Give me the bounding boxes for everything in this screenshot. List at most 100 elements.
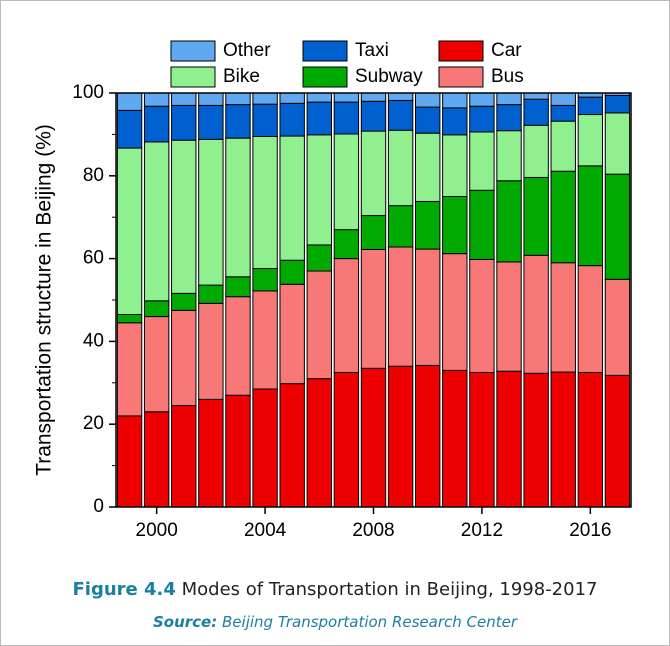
bar-segment — [171, 292, 197, 311]
bar-segment — [171, 104, 197, 141]
bar-segment — [360, 130, 387, 217]
bar-segment — [577, 96, 604, 116]
y-tick-label: 40 — [83, 330, 104, 351]
legend-swatch — [438, 40, 484, 62]
bar-segment — [469, 189, 495, 260]
x-tick-label: 2000 — [136, 520, 178, 541]
bar-segment — [604, 173, 631, 280]
bar-segment — [415, 106, 441, 134]
y-tick-label: 0 — [93, 496, 104, 517]
bar-segment — [143, 105, 170, 143]
bar-segment — [442, 196, 468, 255]
bar-segment — [550, 170, 576, 264]
bar-segment — [523, 372, 549, 508]
bar-segment — [252, 290, 278, 390]
legend-label: Bus — [491, 66, 524, 87]
bar-segment — [523, 98, 549, 126]
caption: Figure 4.4 Modes of Transportation in Be… — [1, 579, 669, 600]
bar-segment — [252, 388, 278, 508]
legend-label: Other — [223, 40, 271, 61]
bar-segment — [577, 114, 604, 167]
bar-segment — [279, 383, 305, 508]
bar-segment — [550, 262, 576, 373]
bar-segment — [333, 258, 360, 373]
bar-segment — [415, 200, 441, 250]
bar-segment — [198, 302, 224, 400]
bar-segment — [360, 100, 387, 132]
bar-segment — [469, 105, 495, 133]
bar-segment — [415, 92, 441, 108]
x-tick-label: 2012 — [461, 520, 503, 541]
bar-segment — [415, 132, 441, 202]
legend-label: Car — [491, 40, 522, 61]
bar-segment — [225, 92, 251, 106]
bar-segment — [415, 248, 441, 366]
bar-segment — [306, 244, 332, 272]
bar-segment — [225, 276, 251, 298]
source-label: Source: — [152, 613, 218, 631]
y-tick-label: 60 — [83, 248, 104, 269]
bar-segment — [143, 92, 170, 107]
x-tick-label: 2008 — [352, 520, 394, 541]
bar-segment — [116, 322, 143, 417]
bar-segment — [496, 180, 522, 263]
bar-segment — [523, 124, 549, 178]
legend-swatch — [438, 66, 484, 88]
bar-segment — [442, 134, 468, 197]
bar-segment — [387, 99, 414, 131]
bar-segment — [198, 104, 224, 140]
bar-segment — [333, 371, 360, 508]
bar-segment — [306, 270, 332, 380]
bar-segment — [306, 101, 332, 136]
bar-segment — [306, 378, 332, 508]
x-tick-label: 2004 — [244, 520, 287, 541]
bar-segment — [225, 394, 251, 508]
bar-segment — [116, 147, 143, 315]
bar-segment — [252, 268, 278, 292]
bar-segment — [577, 371, 604, 508]
caption-text: Modes of Transportation in Beijing, 1998… — [181, 579, 598, 600]
bar-segment — [442, 92, 468, 109]
bar-segment — [496, 261, 522, 372]
legend-swatch — [170, 66, 216, 88]
bar-segment — [225, 137, 251, 278]
legend-label: Subway — [355, 66, 423, 87]
bar-segment — [143, 141, 170, 302]
bar-segment — [198, 284, 224, 304]
bar-segment — [252, 92, 278, 105]
legend-swatch — [302, 40, 348, 62]
bar-segment — [496, 92, 522, 106]
bar-segment — [469, 371, 495, 508]
bar-segment — [387, 246, 414, 367]
bar-segment — [387, 365, 414, 508]
bar-segment — [469, 92, 495, 107]
bar-segment — [523, 254, 549, 374]
bar-segment — [523, 92, 549, 100]
bar-segment — [279, 259, 305, 285]
bar-segment — [496, 104, 522, 132]
bar-segment — [442, 369, 468, 508]
bar-segment — [442, 107, 468, 136]
bar-segment — [496, 130, 522, 182]
x-tick-label: 2016 — [569, 520, 611, 541]
legend-label: Taxi — [355, 40, 389, 61]
bar-segment — [279, 135, 305, 261]
bar-segment — [306, 134, 332, 246]
bar-segment — [252, 103, 278, 137]
bar-segment — [604, 112, 631, 175]
y-axis-label: Transportation structure in Beijing (%) — [33, 124, 56, 476]
bar-segment — [198, 92, 224, 106]
bar-segment — [279, 283, 305, 385]
y-tick-label: 80 — [83, 165, 104, 186]
bar-segment — [143, 300, 170, 318]
bar-segment — [143, 411, 170, 508]
source-text: Beijing Transportation Research Center — [222, 613, 518, 631]
bar-segment — [171, 405, 197, 508]
bar-segment — [116, 92, 143, 111]
bar-segment — [415, 364, 441, 508]
bar-segment — [333, 229, 360, 260]
bar-segment — [116, 313, 143, 324]
chart: Transportation structure in Beijing (%) … — [33, 40, 632, 541]
bar-segment — [333, 92, 360, 103]
